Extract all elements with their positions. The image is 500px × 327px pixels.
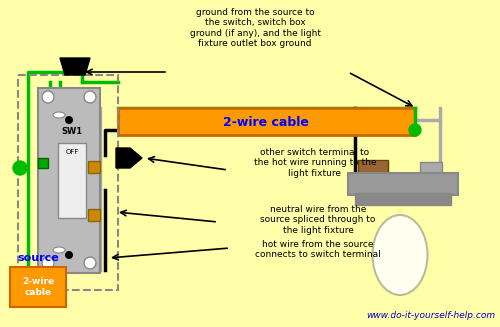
Circle shape [409,124,421,136]
Text: www.do-it-yourself-help.com: www.do-it-yourself-help.com [366,311,495,320]
Text: neutral wire from the
source spliced through to
the light fixture: neutral wire from the source spliced thr… [260,205,376,235]
Text: SW1: SW1 [62,128,82,136]
Bar [88,209,100,221]
Text: source: source [17,253,59,263]
Bar [348,173,458,195]
Text: 2-wire cable: 2-wire cable [223,115,309,129]
Bar [58,143,86,218]
Circle shape [65,116,73,124]
Text: ground from the source to
the switch, switch box
ground (if any), and the light
: ground from the source to the switch, sw… [190,8,320,48]
Ellipse shape [53,112,65,118]
Text: hot wire from the source
connects to switch terminal: hot wire from the source connects to swi… [255,240,381,259]
Bar [118,108,415,135]
Circle shape [13,161,27,175]
Bar [18,75,118,290]
Circle shape [84,91,96,103]
Ellipse shape [372,215,428,295]
Polygon shape [116,148,142,168]
Text: other switch terminal to
the hot wire running to the
light fixture: other switch terminal to the hot wire ru… [254,148,376,178]
Bar [38,158,48,168]
Circle shape [42,91,54,103]
Bar [355,193,451,205]
Text: OFF: OFF [66,149,78,155]
Polygon shape [60,58,90,75]
Text: 2-wire
cable: 2-wire cable [22,277,54,297]
Ellipse shape [53,247,65,253]
Circle shape [65,251,73,259]
Bar [420,162,442,174]
Bar [10,267,66,307]
Bar [38,88,100,273]
Circle shape [42,257,54,269]
Bar [358,160,388,175]
Bar [88,161,100,173]
Circle shape [84,257,96,269]
